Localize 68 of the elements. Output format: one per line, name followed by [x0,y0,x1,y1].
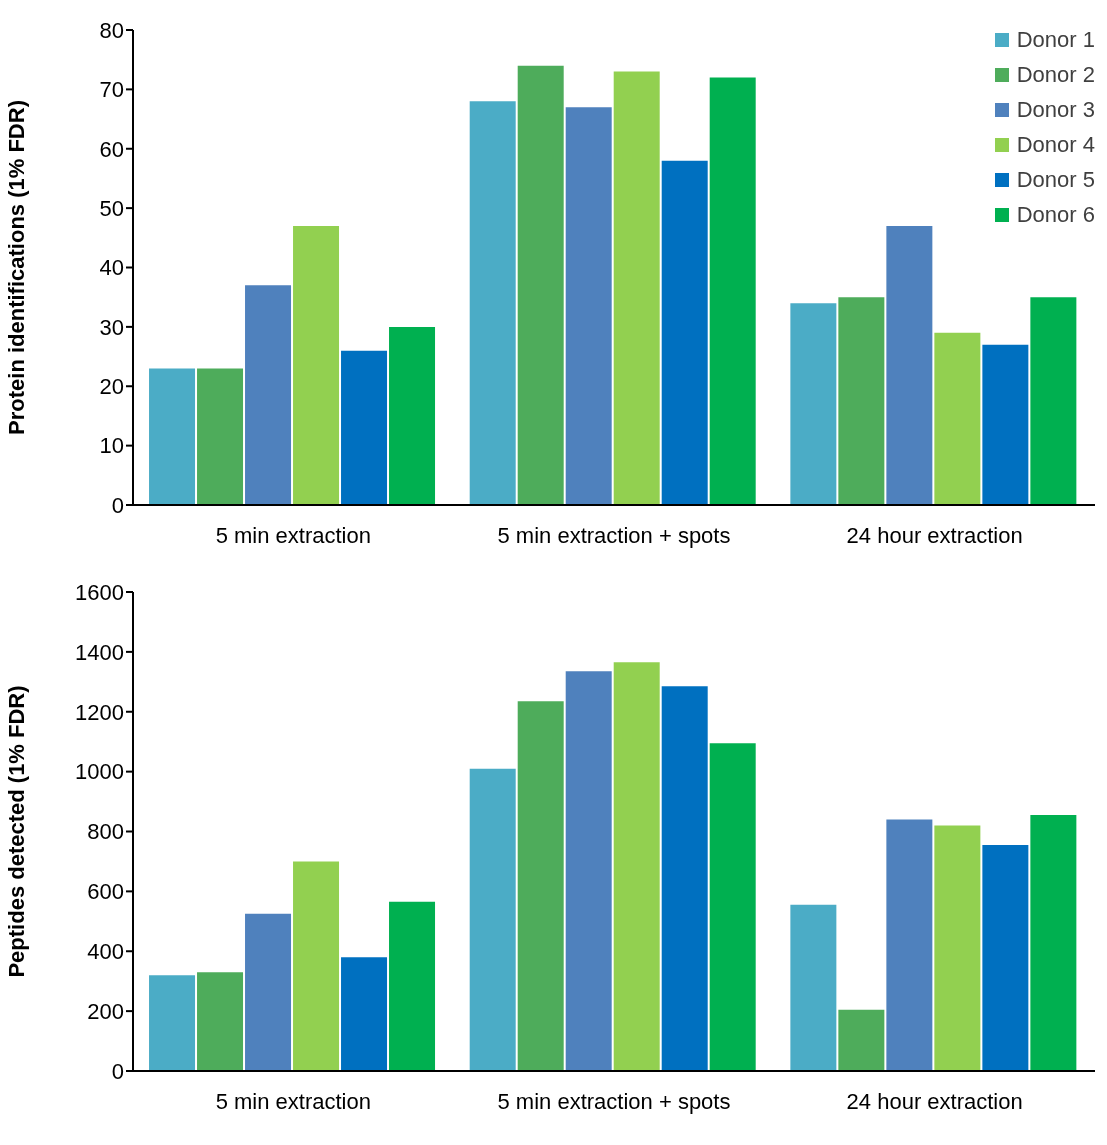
legend-label: Donor 6 [1016,201,1095,228]
y-tick-label: 40 [99,255,124,281]
legend-label: Donor 2 [1016,61,1095,88]
y-tick-label: 1400 [75,639,124,665]
y-tick-label: 20 [99,374,124,400]
bar [341,350,388,505]
bar [838,297,885,505]
bar [613,662,660,1071]
y-tick-label: 80 [99,17,124,43]
bar [1030,297,1077,505]
bar [149,368,196,505]
bar [982,844,1029,1071]
y-tick-label: 0 [111,1058,124,1084]
y-tick-label: 1200 [75,699,124,725]
y-tick-label: 600 [87,879,124,905]
x-tick-label: 24 hour extraction [846,522,1023,548]
bar [838,1009,885,1071]
x-tick-label: 5 min extraction [215,522,371,548]
legend-label: Donor 1 [1016,26,1095,53]
bar [565,107,612,505]
y-tick-label: 60 [99,136,124,162]
bar [886,225,933,505]
y-tick-label: 800 [87,819,124,845]
bar [389,326,436,505]
bar [661,686,708,1071]
bar [469,768,516,1071]
bar [661,160,708,505]
bar [149,975,196,1071]
y-tick-label: 70 [99,77,124,103]
y-tick-label: 30 [99,314,124,340]
bar [934,332,981,505]
bar [709,743,756,1071]
legend-label: Donor 5 [1016,166,1095,193]
bar [613,71,660,505]
y-tick-label: 50 [99,195,124,221]
bar [245,913,292,1071]
y-tick-label: 1000 [75,759,124,785]
legend-label: Donor 4 [1016,131,1095,158]
bar [469,101,516,505]
x-tick-label: 5 min extraction [215,1088,371,1114]
x-tick-label: 5 min extraction + spots [497,1088,731,1114]
bar [245,285,292,505]
y-tick-label: 400 [87,939,124,965]
y-tick-label: 200 [87,998,124,1024]
bar [517,701,564,1071]
x-tick-label: 24 hour extraction [846,1088,1023,1114]
bar [517,65,564,505]
y-tick-label: 10 [99,433,124,459]
bar [389,901,436,1071]
bar [934,825,981,1071]
bar [709,77,756,505]
legend-label: Donor 3 [1016,96,1095,123]
bar [293,225,340,505]
bar [1030,815,1077,1071]
x-tick-label: 5 min extraction + spots [497,522,731,548]
bar [886,819,933,1071]
bar [293,861,340,1071]
bar [197,972,244,1071]
y-axis-title: Protein identifications (1% FDR) [3,100,29,435]
bar [341,957,388,1071]
y-tick-label: 0 [111,492,124,518]
bar [197,368,244,505]
y-axis-title: Peptides detected (1% FDR) [3,685,29,978]
y-tick-label: 1600 [75,579,124,605]
bar [790,303,837,505]
bar [790,904,837,1071]
bar [982,344,1029,505]
bar [565,671,612,1071]
